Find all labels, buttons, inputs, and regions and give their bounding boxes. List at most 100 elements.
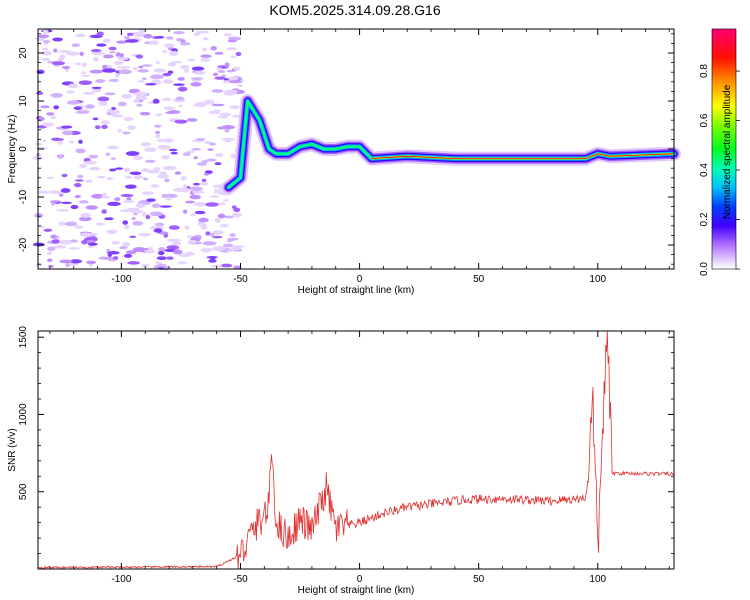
spectrogram-noise-blob [161,193,167,198]
spectrogram-x-tick-label: -50 [233,274,248,285]
spectrogram-noise-blob [71,43,80,48]
spectrogram-noise-blob [46,176,55,180]
spectrogram-noise-blob [46,112,55,116]
snr-ylabel: SNR (v/v) [7,428,18,471]
colorbar-tick-label: 0.6 [699,113,710,127]
spectrogram-noise-blob [102,64,107,69]
spectrogram-noise-blob [211,103,225,107]
spectrogram-noise-blob [68,247,80,250]
spectrogram-x-tick-label: 50 [473,274,485,285]
spectrogram-noise-blob [161,97,172,101]
spectrogram-noise-blob [146,198,156,202]
spectrogram-noise-blob [221,137,235,142]
spectrogram-noise-blob [221,125,236,130]
spectrogram-noise-blob [113,60,124,66]
spectrogram-noise-blob [222,243,234,248]
spectrogram-noise-blob [78,80,92,86]
spectrogram-noise-blob [170,151,178,155]
snr-x-tick-label: 100 [589,574,606,585]
spectrogram-noise-blob [229,233,236,237]
spectrogram-noise-blob [81,74,90,78]
spectrogram-noise-blob [153,68,167,73]
spectrogram-noise-blob [49,200,62,203]
spectrogram-noise-blob [61,173,68,178]
spectrogram-noise-blob [42,29,49,35]
spectrogram-noise-blob [141,77,147,80]
spectrogram-noise-blob [115,52,121,57]
spectrogram-noise-blob [192,70,197,74]
spectrogram-noise-blob [106,229,118,235]
figure-title: KOM5.2025.314.09.28.G16 [269,2,441,18]
spectrogram-noise-blob [101,209,107,214]
spectrogram-noise-blob [132,247,147,253]
spectrogram-noise-blob [52,37,63,42]
spectrogram-noise-blob [57,56,65,62]
snr-x-ticks: -100 -50 0 50 100 [49,331,670,585]
spectrogram-noise-blob [135,54,144,59]
spectrogram-noise-blob [60,201,72,205]
spectrogram-noise-blob [77,174,84,179]
spectrogram-noise-blob [201,178,207,182]
colorbar-label: Normalized spectral amplitude [722,84,733,219]
spectrogram-noise-blob [104,217,114,221]
spectrogram-noise-blob [123,253,133,258]
spectrogram-noise-blob [117,128,123,133]
spectrogram-noise-blob [53,245,67,249]
spectrogram-noise-blob [66,90,75,94]
spectrogram-noise-blob [124,184,137,189]
spectrogram-noise-blob [206,158,217,162]
spectrogram-noise-blob [183,68,190,73]
colorbar-tick-label: 0.8 [699,64,710,78]
spectrogram-noise-blob [223,89,238,94]
spectrogram-noise-blob [155,133,161,139]
spectrogram-noise-blob [106,145,120,150]
spectrogram-noise-blob [60,125,73,129]
spectrogram-noise-blob [154,81,161,85]
spectrogram-noise-blob [219,223,229,228]
spectrogram-noise-blob [64,221,78,227]
spectrogram-noise-blob [187,239,198,244]
spectrogram-noise-blob [46,251,53,255]
spectrogram-noise-blob [227,76,239,81]
spectrogram-noise-blob [175,96,184,101]
spectrogram-noise-blob [182,152,191,157]
spectrogram-noise-blob [80,232,93,237]
spectrogram-noise-blob [157,138,170,143]
snr-y-ticks: 500 1000 1500 [18,326,674,570]
spectrogram-noise-blob [106,177,114,181]
spectrogram-noise-blob [80,71,86,75]
spectrogram-noise-blob [88,166,101,171]
spectrogram-noise-blob [156,256,167,261]
spectrogram-noise-blob [186,58,196,62]
spectrogram-noise-blob [155,35,165,39]
spectrogram-noise-blob [131,217,136,220]
spectrogram-noise-blob [107,251,120,255]
spectrogram-noise-blob [155,261,163,265]
spectrogram-noise-blob [141,263,150,268]
spectrogram-noise-blob [122,131,131,135]
spectrogram-noise-blob [87,242,98,246]
spectrogram-noise-blob [180,176,187,181]
spectrogram-noise-blob [159,205,173,208]
spectrogram-noise-blob [193,156,198,160]
spectrogram-noise-blob [101,124,108,130]
spectrogram-noise-blob [120,93,133,99]
spectrogram-noise-blob [173,60,183,64]
spectrogram-noise-blob [162,50,167,54]
spectrogram-noise-blob [91,86,102,90]
spectrogram-noise-blob [191,77,204,80]
spectrogram-noise-blob [223,199,229,202]
spectrogram-noise-blob [164,178,170,183]
spectrogram-noise-blob [154,124,162,128]
spectrogram-noise-blob [214,218,221,223]
spectrogram-noise-blob [191,66,205,71]
spectrogram-ridge [221,94,681,195]
spectrogram-noise-blob [111,106,116,110]
spectrogram-noise-blob [172,249,183,255]
spectrogram-noise-blob [109,168,117,172]
spectrogram-noise-blob [139,111,151,116]
spectrogram-noise-blob [59,239,73,245]
spectrogram-y-tick-label: 10 [18,95,29,107]
spectrogram-noise-blob [116,40,128,44]
